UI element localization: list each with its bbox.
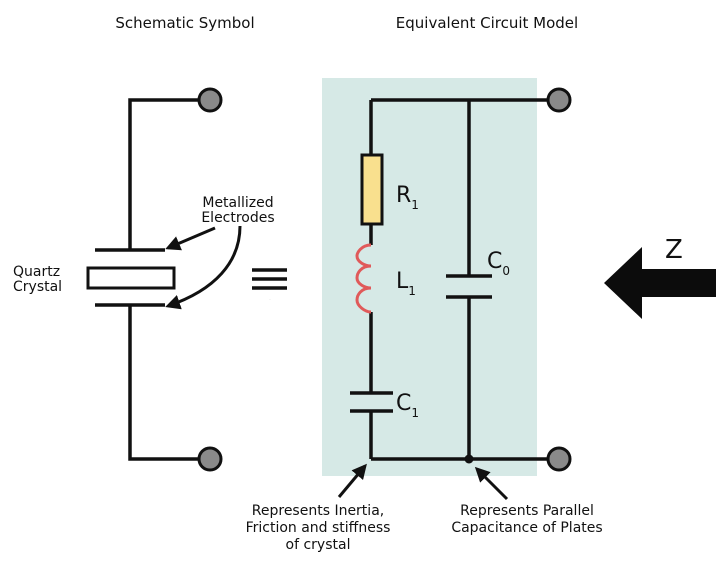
circuit-terminal-bottom	[546, 446, 572, 472]
equivalence-glyph: ≡	[270, 299, 271, 301]
capacitor-c0	[446, 274, 492, 299]
symbol-terminal-top	[197, 87, 223, 113]
electrodes-label-line2: Electrodes	[201, 210, 274, 226]
junction-dot	[464, 454, 474, 464]
capacitor-c1	[350, 391, 393, 413]
inductor-l1	[355, 243, 372, 314]
resistor-r1	[360, 153, 384, 226]
series-annotation-line2: Friction and stiffness	[246, 520, 391, 536]
quartz-crystal-body	[86, 266, 176, 290]
series-annotation-line1: Represents Inertia,	[252, 503, 384, 519]
label-c1: C1	[396, 391, 419, 420]
heading-equivalent-circuit: Equivalent Circuit Model	[396, 14, 578, 32]
impedance-label: Z	[665, 235, 683, 265]
heading-schematic-symbol: Schematic Symbol	[115, 14, 254, 32]
electrodes-label-line1: Metallized	[202, 195, 273, 211]
bottom-lead	[128, 305, 198, 461]
crystal-label-line1: Quartz	[13, 264, 60, 280]
series-annotation-line3: of crystal	[286, 537, 351, 553]
schematic-symbol	[86, 98, 198, 461]
label-c0: C0	[487, 249, 510, 278]
label-l1: L1	[396, 269, 416, 298]
parallel-annotation-arrow	[474, 466, 509, 501]
label-r1: R1	[396, 183, 419, 212]
parallel-annotation-line2: Capacitance of Plates	[451, 520, 602, 536]
circuit-wires	[369, 98, 548, 461]
parallel-annotation-line1: Represents Parallel	[460, 503, 594, 519]
circuit-terminal-top	[546, 87, 572, 113]
electrode-arrow-bottom	[165, 225, 242, 310]
equivalence-sign	[252, 268, 287, 290]
series-annotation-arrow	[337, 463, 367, 498]
top-lead	[128, 98, 198, 250]
electrode-arrow-top	[165, 226, 216, 251]
crystal-label-line2: Crystal	[13, 279, 62, 295]
symbol-terminal-bottom	[197, 446, 223, 472]
impedance-arrow	[604, 247, 716, 319]
